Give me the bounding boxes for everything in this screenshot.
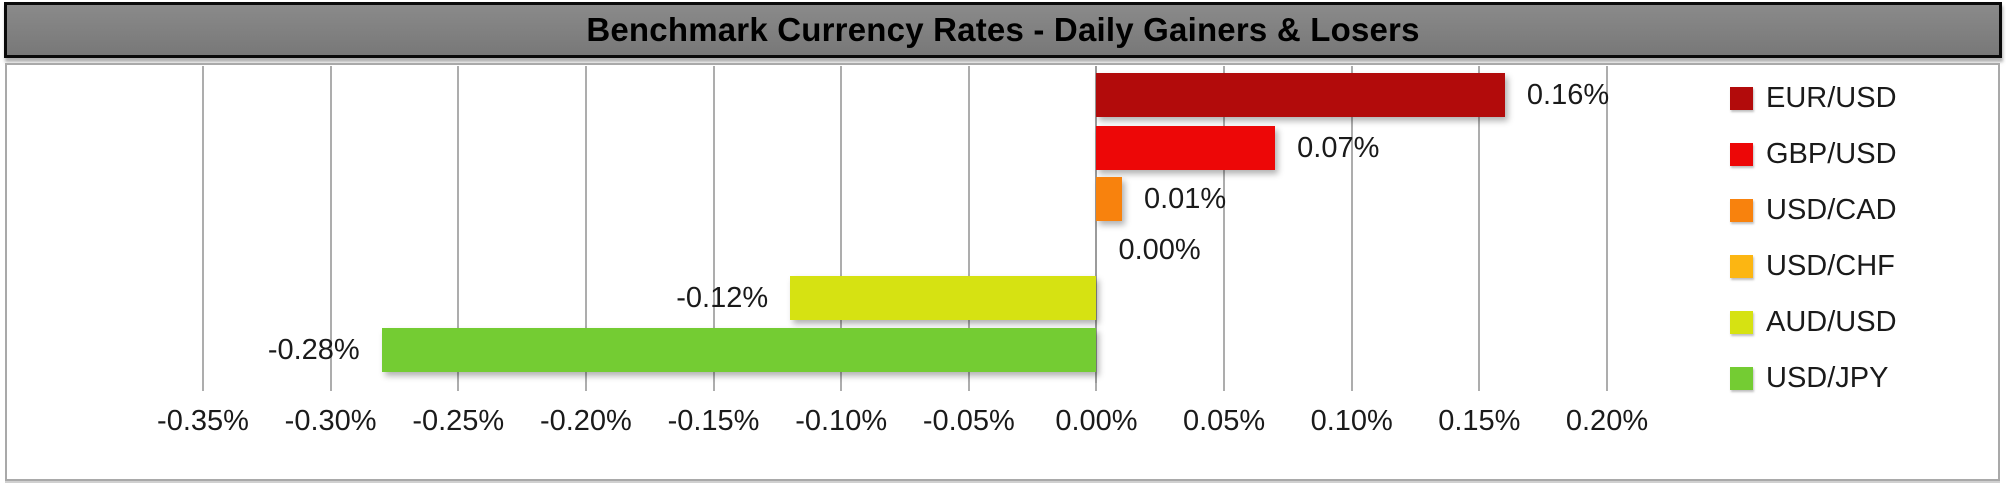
bar-value-label: 0.00%	[1118, 234, 1201, 266]
legend-swatch-icon	[1730, 198, 1753, 222]
legend-label: GBP/USD	[1766, 137, 1897, 170]
chart-title: Benchmark Currency Rates - Daily Gainers…	[586, 11, 1420, 48]
x-tick-label: 0.15%	[1438, 405, 1521, 437]
gridline	[584, 66, 587, 383]
bar-usd-cad	[1096, 177, 1122, 221]
x-tick-label: -0.05%	[922, 405, 1015, 437]
legend-swatch-icon	[1730, 310, 1753, 334]
x-tick-label: 0.20%	[1565, 405, 1649, 437]
gridline	[202, 66, 204, 383]
gridline	[1350, 66, 1353, 383]
bar-eur-usd	[1096, 73, 1505, 117]
gridline	[1606, 66, 1608, 383]
axis-tick	[329, 383, 332, 391]
legend-label: USD/JPY	[1766, 361, 1889, 394]
legend-item-usd-jpy: USD/JPY	[1730, 356, 1897, 400]
chart-frame: -0.35% -0.30% -0.25% -0.20% -0.15% -0.10% -0.0…	[5, 63, 2000, 481]
x-tick-label: -0.20%	[539, 405, 632, 437]
bar-value-label: -0.28%	[267, 334, 360, 366]
legend-swatch-icon	[1730, 142, 1753, 166]
gridline	[1223, 66, 1226, 383]
x-tick-label: 0.00%	[1055, 405, 1138, 437]
bar-value-label: 0.01%	[1143, 183, 1227, 215]
legend-label: USD/CHF	[1766, 249, 1895, 282]
gridline	[1478, 66, 1481, 383]
axis-tick	[1223, 383, 1226, 391]
gridline	[329, 66, 332, 383]
legend-label: USD/CAD	[1766, 193, 1897, 226]
legend-item-eur-usd: EUR/USD	[1730, 76, 1897, 120]
axis-tick	[967, 383, 970, 391]
x-tick-label: -0.35%	[157, 405, 249, 437]
gridline	[712, 66, 715, 383]
gridline	[967, 66, 970, 383]
bar-usd-jpy	[381, 328, 1097, 372]
x-tick-label: -0.30%	[284, 405, 377, 437]
x-tick-label: -0.10%	[795, 405, 888, 437]
x-tick-label: -0.25%	[412, 405, 505, 437]
bar-value-label: 0.16%	[1526, 79, 1610, 111]
legend-item-aud-usd: AUD/USD	[1730, 300, 1897, 344]
axis-tick	[202, 383, 204, 391]
axis-tick	[1606, 383, 1608, 391]
legend-label: AUD/USD	[1766, 305, 1897, 338]
axis-tick	[1478, 383, 1481, 391]
legend-item-gbp-usd: GBP/USD	[1730, 132, 1897, 176]
axis-tick	[457, 383, 460, 391]
legend-swatch-icon	[1730, 254, 1753, 278]
bar-value-label: 0.07%	[1297, 132, 1380, 164]
bar-gbp-usd	[1096, 126, 1276, 170]
bar-aud-usd	[790, 276, 1097, 320]
axis-tick	[1350, 383, 1353, 391]
axis-tick	[712, 383, 715, 391]
legend-label: EUR/USD	[1766, 81, 1897, 114]
gridline	[840, 66, 843, 383]
bar-value-label: -0.12%	[676, 282, 769, 314]
x-tick-label: -0.15%	[667, 405, 760, 437]
axis-tick	[1095, 383, 1098, 391]
x-tick-label: 0.10%	[1310, 405, 1393, 437]
chart-title-bar: Benchmark Currency Rates - Daily Gainers…	[4, 2, 2002, 58]
gridline	[457, 66, 460, 383]
axis-tick	[840, 383, 843, 391]
zero-gridline	[1095, 66, 1098, 383]
legend-item-usd-cad: USD/CAD	[1730, 188, 1897, 232]
axis-tick	[584, 383, 587, 391]
legend-item-usd-chf: USD/CHF	[1730, 244, 1897, 288]
legend-swatch-icon	[1730, 366, 1753, 390]
chart-legend: EUR/USD GBP/USD USD/CAD USD/CHF AUD/USD USD/J…	[1730, 76, 1897, 412]
legend-swatch-icon	[1730, 86, 1753, 110]
x-tick-label: 0.05%	[1182, 405, 1266, 437]
plot-area: -0.35% -0.30% -0.25% -0.20% -0.15% -0.10% -0.0…	[157, 66, 1648, 437]
